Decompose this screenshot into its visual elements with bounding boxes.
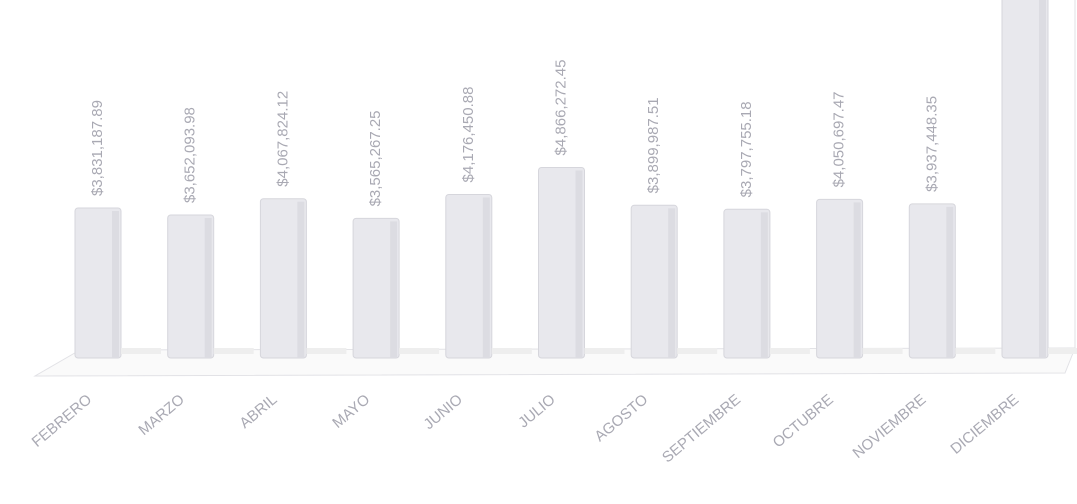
bar bbox=[723, 208, 771, 359]
bar-side bbox=[390, 221, 398, 358]
bar-side bbox=[760, 212, 768, 358]
value-label: $3,565,267.25 bbox=[367, 110, 384, 206]
x-tick-label: DICIEMBRE bbox=[947, 391, 1022, 458]
value-label: $3,797,755.18 bbox=[738, 101, 755, 197]
bar bbox=[908, 203, 956, 359]
bar-side bbox=[853, 202, 861, 358]
x-tick-label: MARZO bbox=[135, 391, 187, 439]
x-tick-label: JUNIO bbox=[421, 391, 466, 433]
bar bbox=[1001, 0, 1049, 359]
x-tick-label: OCTUBRE bbox=[770, 391, 837, 451]
bar-side bbox=[668, 208, 676, 358]
value-label: $4,176,450.88 bbox=[460, 87, 477, 183]
value-label: $3,937,448.35 bbox=[923, 96, 940, 192]
bar-side bbox=[297, 201, 305, 358]
bar-side bbox=[482, 197, 490, 358]
bar-shadow bbox=[955, 348, 996, 354]
bar-shadow bbox=[769, 348, 810, 354]
bar bbox=[445, 193, 493, 359]
bar-shadow bbox=[399, 348, 440, 354]
x-tick-label: ABRIL bbox=[236, 391, 280, 432]
bar-side bbox=[204, 218, 212, 358]
bar-shadow bbox=[677, 348, 718, 354]
bar bbox=[538, 166, 585, 359]
bar-shadow bbox=[584, 348, 625, 354]
bar-shadow bbox=[213, 348, 254, 354]
bar bbox=[630, 204, 678, 359]
bar bbox=[74, 207, 122, 359]
bar bbox=[259, 198, 307, 359]
bar-shadow bbox=[491, 348, 532, 354]
bar-side bbox=[1039, 0, 1046, 358]
bar-shadow bbox=[306, 348, 347, 354]
value-label: $4,050,697.47 bbox=[831, 91, 848, 187]
value-label: $4,866,272.45 bbox=[552, 60, 569, 156]
x-tick-label: JULIO bbox=[515, 391, 558, 431]
value-label: $3,652,093.98 bbox=[182, 107, 199, 203]
x-tick-label: AGOSTO bbox=[591, 391, 651, 445]
bar-shadow bbox=[121, 348, 161, 354]
bar-side bbox=[575, 170, 583, 358]
value-label: $4,067,824.12 bbox=[274, 91, 291, 187]
x-tick-label: SEPTIEMBRE bbox=[659, 391, 744, 466]
bar-shadow bbox=[1048, 348, 1077, 354]
x-tick-label: FEBRERO bbox=[29, 391, 95, 451]
value-label: $3,831,187.89 bbox=[89, 100, 106, 196]
bar bbox=[352, 217, 400, 359]
bar-side bbox=[946, 206, 954, 358]
bar-side bbox=[112, 211, 119, 358]
bar bbox=[167, 214, 215, 359]
x-tick-label: MAYO bbox=[329, 391, 373, 432]
x-tick-label: NOVIEMBRE bbox=[850, 391, 930, 462]
value-label: $3,899,987.51 bbox=[645, 97, 662, 193]
bar-shadow bbox=[862, 348, 903, 354]
bar bbox=[816, 198, 864, 359]
